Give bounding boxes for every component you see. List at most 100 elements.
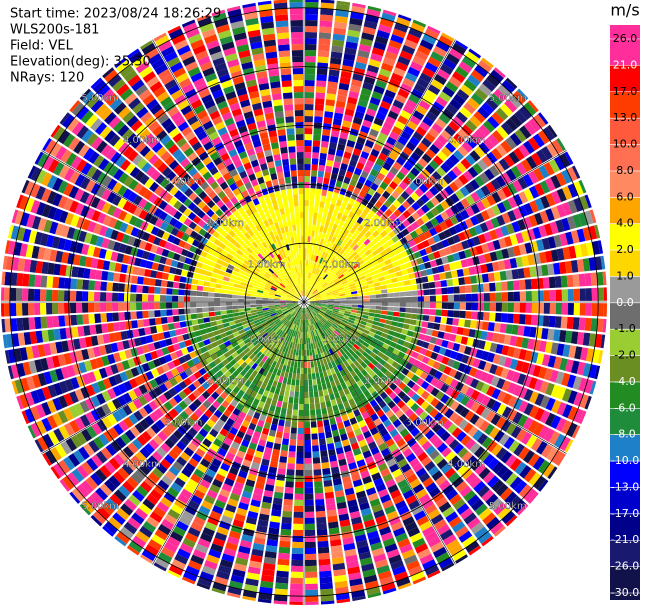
- gate: [311, 348, 316, 356]
- gate: [309, 303, 316, 306]
- gate: [290, 571, 303, 578]
- gate: [335, 397, 343, 405]
- gate: [406, 196, 416, 206]
- gate: [328, 184, 335, 192]
- gate: [415, 488, 428, 499]
- gate: [315, 225, 320, 232]
- gate: [326, 308, 333, 312]
- gate: [413, 83, 427, 94]
- gate: [537, 112, 549, 125]
- gate: [278, 546, 291, 554]
- gate: [305, 8, 319, 15]
- gate: [389, 428, 399, 438]
- gate: [432, 361, 441, 370]
- gate: [304, 206, 309, 213]
- gate: [391, 260, 400, 268]
- gate: [386, 334, 394, 341]
- gate: [526, 228, 536, 241]
- gate: [326, 227, 332, 235]
- gate: [232, 294, 239, 299]
- gate: [566, 316, 574, 330]
- gate: [304, 517, 315, 524]
- gate: [477, 106, 490, 119]
- gate: [436, 166, 447, 177]
- gate: [304, 266, 306, 273]
- gate: [523, 487, 537, 502]
- gate: [305, 44, 317, 51]
- gate: [469, 247, 478, 257]
- gate: [404, 521, 418, 532]
- gate: [308, 224, 312, 231]
- gate: [486, 151, 498, 164]
- gate: [345, 170, 353, 179]
- gate: [326, 269, 332, 276]
- gate: [58, 302, 65, 314]
- gate: [380, 147, 391, 157]
- gate: [226, 298, 233, 302]
- gate: [414, 368, 424, 377]
- gate: [440, 162, 451, 173]
- gate: [420, 390, 430, 400]
- gate: [346, 139, 356, 148]
- gate: [321, 272, 327, 279]
- gate: [46, 303, 53, 315]
- gate: [491, 461, 504, 474]
- gate: [357, 347, 365, 354]
- gate: [382, 433, 392, 442]
- gate: [461, 240, 470, 250]
- gate: [344, 108, 355, 117]
- gate: [481, 197, 491, 209]
- gate: [566, 374, 577, 389]
- gate: [256, 302, 263, 305]
- gate: [501, 406, 513, 419]
- gate: [416, 339, 424, 347]
- gate: [304, 427, 311, 434]
- gate: [372, 432, 382, 441]
- gate: [336, 316, 343, 321]
- gate: [333, 366, 340, 374]
- gate: [459, 373, 469, 384]
- gate: [461, 451, 473, 463]
- gate: [364, 373, 372, 382]
- gate: [305, 278, 307, 285]
- gate: [412, 331, 420, 339]
- gate: [161, 324, 169, 332]
- gate: [351, 293, 358, 297]
- gate: [310, 421, 317, 428]
- gate: [442, 484, 455, 496]
- gate: [380, 284, 387, 290]
- gate: [502, 393, 512, 405]
- gate: [505, 136, 517, 150]
- gate: [313, 317, 317, 323]
- gate: [304, 74, 316, 81]
- gate: [378, 358, 387, 366]
- gate: [489, 363, 498, 375]
- gate: [226, 306, 233, 310]
- gate: [335, 281, 342, 286]
- gate: [542, 315, 550, 327]
- gate: [410, 22, 425, 33]
- gate: [449, 262, 457, 271]
- gate: [428, 465, 440, 477]
- gate: [291, 379, 296, 386]
- gate: [400, 83, 413, 94]
- gate: [360, 235, 368, 243]
- gate: [304, 337, 307, 344]
- gate: [483, 253, 492, 263]
- gate: [271, 509, 282, 517]
- gate: [305, 577, 318, 584]
- gate: [226, 302, 233, 306]
- gate: [400, 404, 410, 414]
- gate: [315, 510, 326, 518]
- gate: [470, 203, 481, 215]
- gate: [341, 268, 348, 274]
- gate: [447, 423, 458, 434]
- gate: [542, 126, 555, 141]
- gate: [495, 175, 507, 188]
- gate: [304, 254, 307, 261]
- gate: [387, 292, 394, 298]
- gate: [355, 208, 363, 217]
- gate: [309, 299, 316, 302]
- gate: [357, 99, 369, 108]
- gate: [493, 430, 505, 443]
